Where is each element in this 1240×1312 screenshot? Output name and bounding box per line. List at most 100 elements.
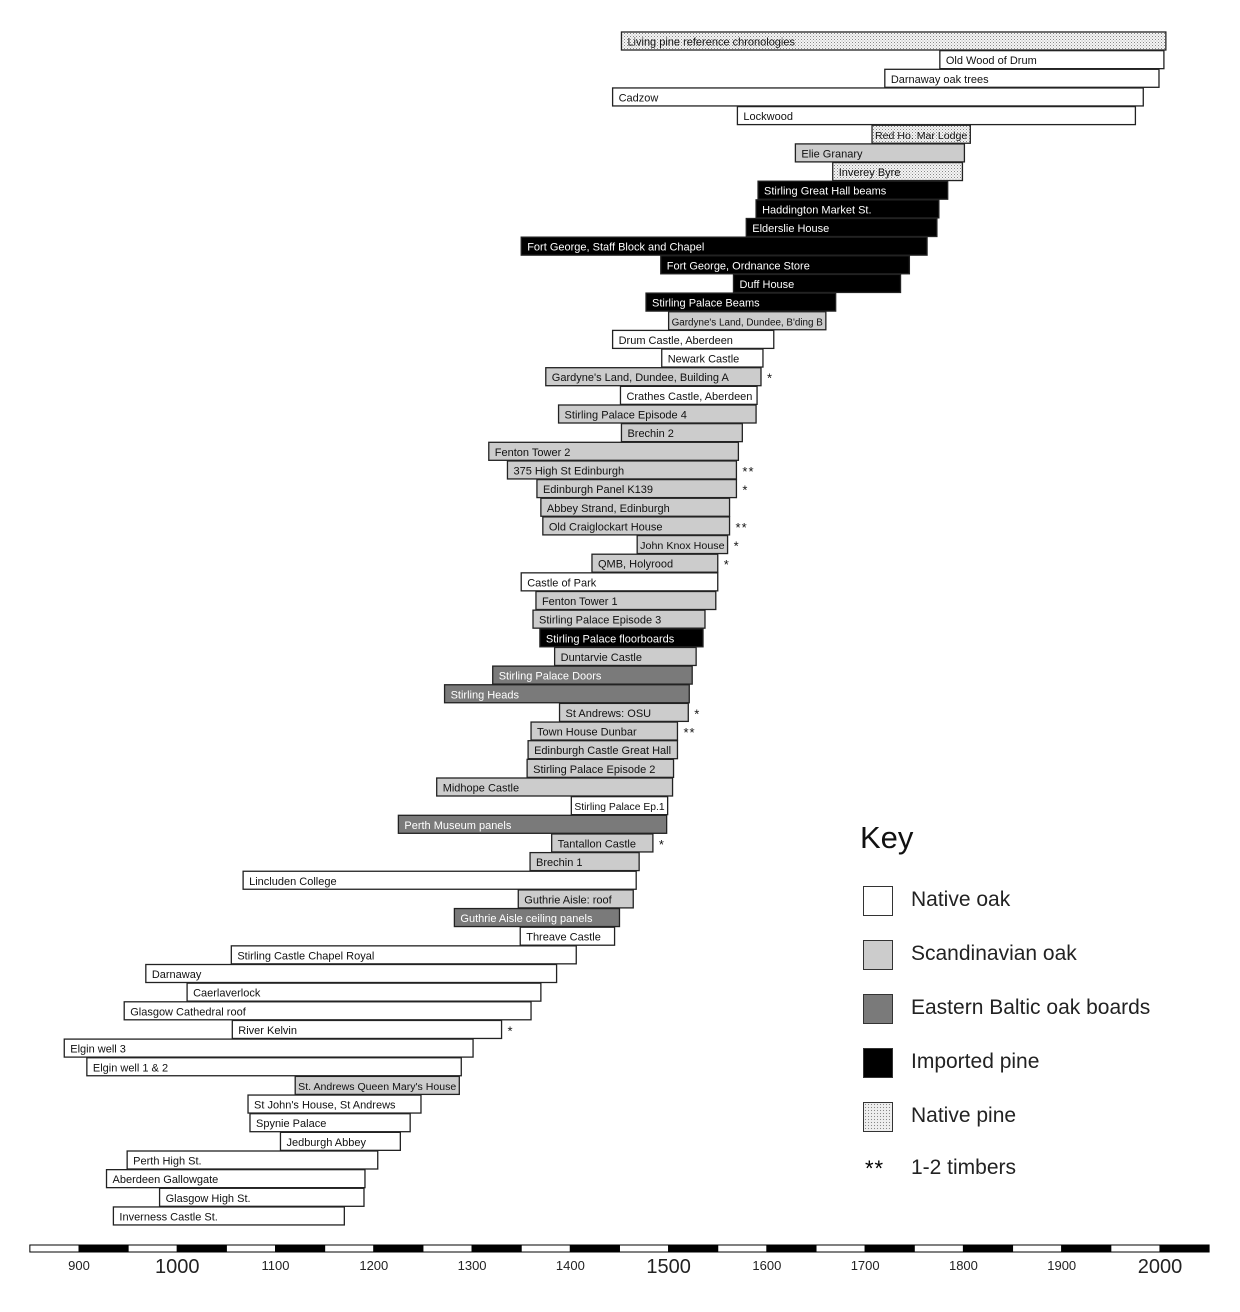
bar-label: Living pine reference chronologies: [627, 37, 795, 49]
axis-segment: [373, 1244, 424, 1253]
bar: [230, 945, 577, 965]
legend-swatch: [863, 1102, 893, 1132]
bar-row: Stirling Heads: [443, 684, 690, 704]
bar-row: Haddington Market St.: [755, 199, 940, 219]
bar-row: St. Andrews Queen Mary's House: [294, 1075, 460, 1096]
bar-label: Midhope Castle: [443, 783, 519, 795]
bar: [520, 236, 928, 256]
x-tick-label: 1000: [155, 1256, 200, 1278]
bar-row: Perth High St.: [126, 1150, 379, 1170]
bar-label: St John's House, St Andrews: [254, 1100, 396, 1112]
bar-label: Castle of Park: [527, 577, 597, 589]
bar-row: Perth Museum panels: [397, 814, 668, 834]
bar: [611, 87, 1144, 107]
bar-row: QMB, Holyrood *: [591, 553, 729, 573]
bar-label: Old Craiglockart House: [549, 521, 663, 533]
timber-marker: *: [734, 539, 740, 554]
bar-label: Haddington Market St.: [762, 204, 871, 216]
bar-label: Guthrie Aisle ceiling panels: [460, 913, 593, 925]
bar-row: Inverness Castle St.: [112, 1206, 345, 1226]
bar: [145, 963, 558, 984]
bar-label: Duntarvie Castle: [561, 652, 642, 664]
axis-segment: [717, 1244, 768, 1253]
bar: [453, 907, 621, 928]
bar-label: Red Ho. Mar Lodge: [875, 131, 968, 142]
legend-label: 1-2 timbers: [911, 1156, 1017, 1179]
bar-label: 375 High St Edinburgh: [513, 465, 624, 477]
bar: [535, 590, 717, 611]
bar-row: Lockwood: [736, 105, 1137, 126]
bar-label: Aberdeen Gallowgate: [113, 1174, 219, 1186]
bar-label: Abbey Strand, Edinburgh: [547, 503, 670, 515]
bar: [939, 50, 1165, 70]
bar-row: Stirling Palace Doors: [492, 665, 693, 685]
bar-row: Gardyne's Land, Dundee, Building A *: [545, 367, 772, 387]
bar-row: Lincluden College: [242, 870, 637, 890]
bar-label: Stirling Palace Episode 3: [539, 615, 661, 627]
bar-label: Duff House: [739, 279, 794, 291]
bar-label: St Andrews: OSU: [566, 708, 652, 720]
bar-row: Guthrie Aisle: roof: [517, 889, 634, 909]
bar-row: Stirling Palace Episode 4: [557, 404, 757, 424]
axis-segment: [324, 1244, 375, 1253]
bar: [126, 1150, 379, 1170]
bar-label: Brechin 1: [536, 857, 582, 869]
bar-row: Newark Castle: [661, 348, 764, 368]
legend-swatch: [863, 886, 893, 916]
bar-row: Stirling Palace floorboards: [539, 628, 704, 648]
axis-segment: [78, 1244, 129, 1253]
bar: [736, 105, 1137, 126]
axis-segment: [29, 1244, 80, 1253]
bar-label: Elderslie House: [752, 223, 829, 235]
bar-label: Caerlaverlock: [193, 988, 261, 1000]
bar-row: Fenton Tower 2: [488, 441, 740, 461]
bar: [231, 1019, 503, 1040]
bar-label: Darnaway: [152, 969, 202, 981]
bar-label: Elie Granary: [801, 148, 863, 160]
bar-row: Aberdeen Gallowgate: [105, 1169, 366, 1189]
bar-row: Duff House: [732, 273, 902, 294]
bar-label: Town House Dunbar: [537, 727, 637, 739]
axis-segment: [618, 1244, 670, 1253]
x-tick-label: 1900: [1047, 1258, 1076, 1273]
legend-item-imported-pine: Imported pine: [863, 1048, 1223, 1080]
legend-title: Key: [860, 820, 914, 855]
bar-label: Glasgow Cathedral roof: [130, 1006, 247, 1018]
bar-row: Duntarvie Castle: [553, 646, 697, 667]
bar-label: Threave Castle: [526, 932, 601, 944]
x-tick-label: 1500: [646, 1256, 691, 1278]
bar: [660, 255, 911, 275]
bar-label: Stirling Palace Episode 2: [533, 764, 655, 776]
bar: [794, 143, 966, 163]
axis-segment: [275, 1244, 326, 1253]
bar-row: Jedburgh Abbey: [279, 1131, 401, 1151]
bar-label: St. Andrews Queen Mary's House: [298, 1082, 457, 1093]
bar-label: Crathes Castle, Aberdeen: [626, 391, 752, 403]
timber-marker: *: [659, 837, 665, 852]
bar-label: Spynie Palace: [256, 1118, 326, 1130]
bar: [636, 534, 729, 555]
bar-label: Tantallon Castle: [558, 838, 636, 850]
timber-marker: **: [736, 520, 748, 535]
bar-label: Jedburgh Abbey: [286, 1137, 366, 1149]
bar-label: Fenton Tower 1: [542, 596, 618, 608]
bar: [492, 665, 693, 685]
bar-label: Fenton Tower 2: [495, 447, 571, 459]
legend-item-native-oak: Native oak: [863, 886, 1223, 918]
axis-segment: [668, 1244, 719, 1253]
axis-segment: [815, 1244, 866, 1253]
bar-row: Guthrie Aisle ceiling panels: [453, 907, 621, 928]
bar-row: Edinburgh Panel K139 *: [536, 478, 747, 499]
bar-label: QMB, Holyrood: [598, 559, 673, 571]
asterisk-icon: **: [865, 1156, 885, 1181]
x-axis: 900 1000 1100 1200 1300 1400 1500 1600 1700 1800 1…: [29, 1244, 1210, 1278]
legend-label: Eastern Baltic oak boards: [911, 996, 1151, 1019]
x-tick-label: 900: [68, 1258, 90, 1273]
bar-label: Edinburgh Panel K139: [543, 484, 653, 496]
axis-segment: [1110, 1244, 1161, 1253]
bar-label: Stirling Palace Episode 4: [565, 410, 687, 422]
bar-label: Elgin well 3: [70, 1044, 126, 1056]
bar-row: Red Ho. Mar Lodge: [871, 124, 971, 144]
bar-row: Old Wood of Drum: [939, 50, 1165, 70]
bar-row: Darnaway: [145, 963, 558, 984]
